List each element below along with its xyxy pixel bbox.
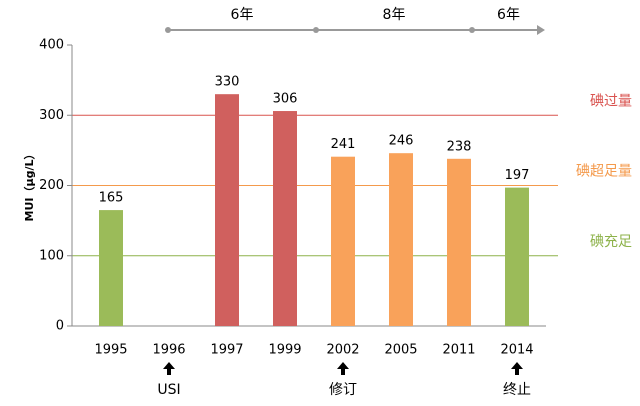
y-tick-label: 300 [39, 108, 64, 123]
note-label: 修订 [329, 382, 357, 398]
y-tick-label: 0 [56, 319, 64, 334]
timeline-dot [165, 27, 171, 33]
bar [389, 153, 413, 326]
timeline-arrow [537, 25, 545, 35]
x-tick-label: 2002 [326, 343, 359, 358]
reference-label: 碘过量 [590, 93, 632, 109]
value-label: 165 [99, 191, 124, 206]
value-label: 241 [331, 137, 356, 152]
x-tick-label: 2011 [442, 343, 475, 358]
y-tick-label: 200 [39, 178, 64, 193]
y-axis-label: MUI（μg/L） [23, 149, 36, 222]
bar [505, 187, 529, 326]
note-arrow [337, 362, 349, 375]
period-label: 8年 [383, 7, 406, 23]
x-tick-label: 1995 [94, 343, 127, 358]
value-label: 197 [505, 168, 530, 183]
y-tick-label: 400 [39, 38, 64, 53]
value-label: 330 [215, 75, 240, 90]
value-label: 306 [273, 92, 298, 107]
x-tick-label: 1996 [152, 343, 185, 358]
x-tick-label: 2005 [384, 343, 417, 358]
bar [447, 158, 471, 326]
x-tick-label: 1997 [210, 343, 243, 358]
bar [99, 210, 123, 326]
reference-label: 碘超足量 [576, 164, 632, 180]
y-tick-label: 100 [39, 248, 64, 263]
value-label: 246 [389, 134, 414, 149]
timeline-dot [469, 27, 475, 33]
period-label: 6年 [231, 7, 254, 23]
period-label: 6年 [497, 7, 520, 23]
value-label: 238 [447, 139, 472, 154]
x-tick-label: 1999 [268, 343, 301, 358]
reference-label: 碘充足 [590, 234, 632, 250]
bar [331, 156, 355, 326]
note-label: USI [157, 382, 180, 398]
bar [215, 94, 239, 326]
note-arrow [163, 362, 175, 375]
note-label: 终止 [503, 382, 531, 398]
note-arrow [511, 362, 523, 375]
bar [273, 111, 297, 326]
timeline-dot [313, 27, 319, 33]
x-tick-label: 2014 [500, 343, 533, 358]
